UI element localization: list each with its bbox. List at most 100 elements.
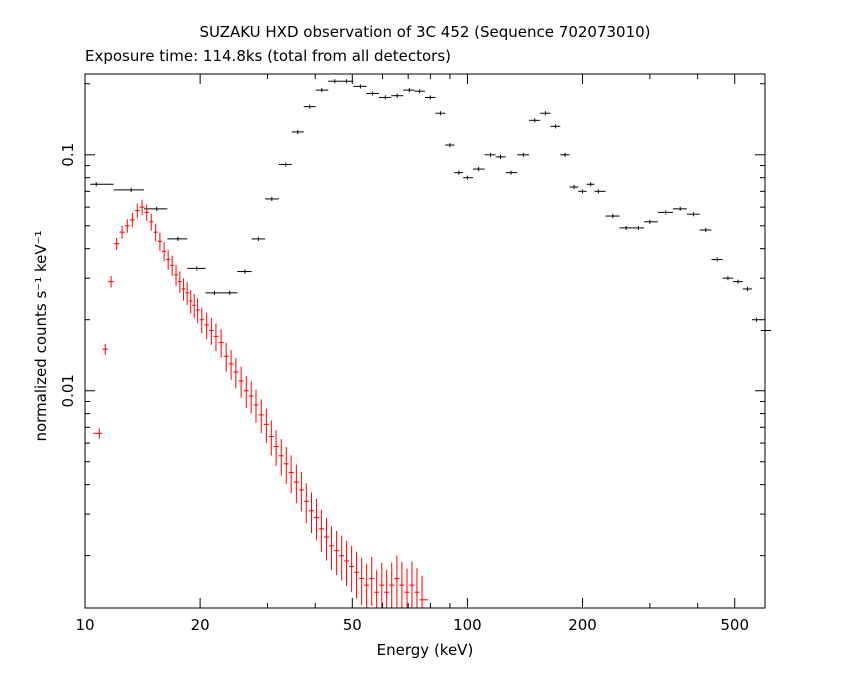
chart-title: SUZAKU HXD observation of 3C 452 (Sequen… [199, 23, 650, 41]
x-axis-label: Energy (keV) [377, 641, 474, 659]
data-point [353, 84, 367, 89]
data-point [113, 187, 144, 192]
data-point [349, 545, 355, 593]
data-point [143, 206, 168, 211]
y-tick-label: 0.01 [59, 374, 77, 407]
x-tick-label: 100 [453, 616, 482, 634]
data-point [732, 279, 743, 284]
data-point [672, 206, 687, 211]
series-1 [93, 199, 429, 608]
data-point [177, 271, 182, 294]
data-point [344, 540, 350, 587]
data-point [359, 557, 365, 606]
data-point [605, 214, 620, 219]
data-point [378, 95, 392, 100]
data-point [166, 250, 171, 270]
data-point [278, 162, 292, 167]
data-point [199, 307, 205, 334]
y-tick-label: 0.1 [59, 143, 77, 167]
data-point [303, 483, 309, 524]
data-point [404, 568, 410, 608]
data-point [339, 535, 345, 581]
data-point [454, 170, 464, 175]
data-point [119, 225, 125, 239]
data-point [435, 111, 446, 116]
x-tick-label: 500 [720, 616, 749, 634]
data-point [419, 575, 429, 608]
data-point [313, 499, 319, 541]
data-point [129, 212, 135, 228]
y-axis-label: normalized counts s⁻¹ keV⁻¹ [32, 230, 50, 441]
data-point [263, 408, 269, 444]
data-point [578, 189, 587, 194]
data-point [167, 236, 188, 241]
data-point [529, 118, 541, 123]
data-point [711, 257, 723, 262]
data-point [93, 428, 103, 439]
data-point [699, 227, 712, 233]
x-tick-label: 10 [75, 616, 94, 634]
data-point [174, 264, 178, 286]
data-point [291, 129, 304, 134]
data-point [185, 281, 189, 305]
data-point [364, 563, 370, 608]
data-point [334, 530, 340, 576]
data-point [278, 439, 284, 476]
data-point [379, 563, 385, 608]
data-point [195, 298, 200, 324]
data-point [366, 91, 379, 96]
data-point [208, 317, 214, 345]
data-point [594, 189, 606, 194]
data-point [268, 420, 274, 456]
data-point [484, 152, 496, 157]
data-point [394, 555, 400, 608]
data-point [657, 210, 673, 215]
data-point [298, 472, 304, 512]
data-point [742, 286, 752, 292]
data-point [113, 237, 120, 250]
data-point [403, 88, 415, 93]
data-point [303, 104, 316, 109]
data-point [340, 79, 354, 84]
data-point [273, 430, 279, 467]
data-point [328, 526, 335, 570]
data-point [181, 278, 186, 301]
data-point [237, 269, 252, 274]
data-point [205, 290, 223, 295]
data-point [222, 290, 238, 295]
data-point [218, 329, 224, 358]
data-point [632, 225, 645, 230]
data-point [644, 219, 658, 224]
data-point [213, 323, 219, 352]
data-point [187, 266, 206, 271]
series-0 [90, 79, 771, 333]
data-point [686, 212, 700, 217]
data-marks [90, 79, 771, 608]
x-tick-label: 50 [343, 616, 362, 634]
data-point [124, 219, 130, 233]
data-point [505, 170, 518, 175]
data-point [204, 312, 209, 339]
data-point [153, 223, 158, 242]
data-point [751, 317, 761, 322]
data-point [253, 389, 259, 423]
data-point [399, 561, 405, 608]
data-point [248, 381, 254, 414]
data-point [391, 93, 404, 98]
data-point [170, 255, 175, 276]
axis-ticks: 10 20 50 100 200 500 0.01 0.1 [59, 74, 766, 634]
data-point [102, 343, 109, 355]
data-point [265, 196, 279, 202]
data-point [192, 293, 196, 319]
data-point [233, 357, 239, 389]
data-point [586, 182, 595, 187]
data-point [144, 204, 149, 221]
data-point [463, 175, 474, 180]
data-point [384, 569, 390, 608]
data-point [414, 89, 425, 94]
data-point [722, 276, 733, 281]
data-point [228, 350, 234, 380]
data-point [108, 276, 114, 288]
